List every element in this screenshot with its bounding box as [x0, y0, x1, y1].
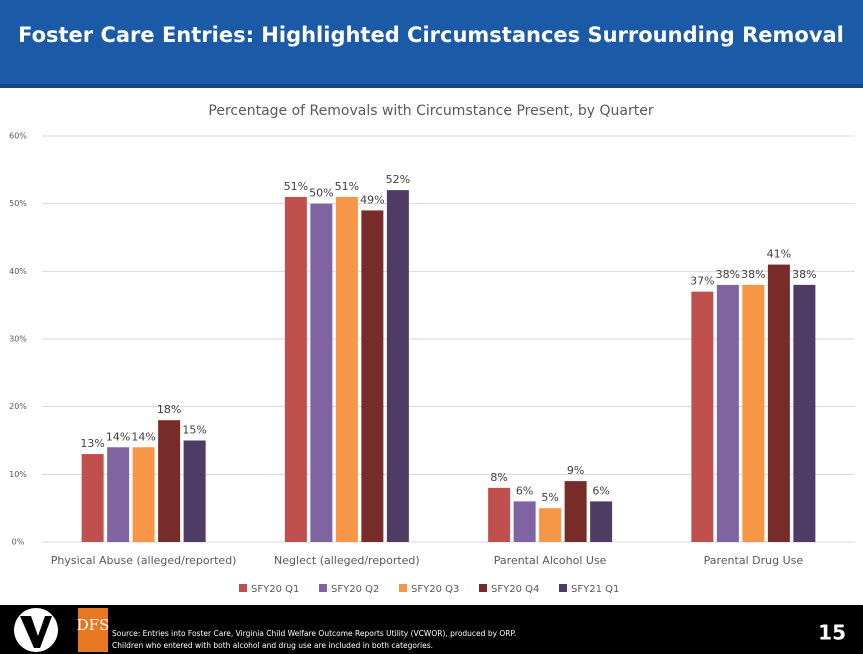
value-label: 13% — [80, 437, 104, 450]
value-label: 50% — [309, 187, 333, 200]
bar — [793, 284, 816, 542]
value-label: 6% — [592, 484, 609, 497]
bar — [564, 481, 587, 542]
bar — [158, 420, 181, 542]
bar — [767, 264, 790, 542]
y-tick-label: 30% — [9, 335, 27, 344]
legend-label: SFY20 Q1 — [251, 584, 299, 595]
y-tick-label: 60% — [9, 132, 27, 141]
legend-label: SFY21 Q1 — [571, 584, 619, 595]
value-label: 14% — [106, 430, 130, 443]
chart-title: Percentage of Removals with Circumstance… — [208, 103, 653, 119]
dfs-logo — [78, 608, 108, 652]
bar — [335, 196, 358, 542]
y-tick-label: 0% — [12, 538, 25, 547]
header-bar — [0, 0, 863, 88]
value-label: 38% — [741, 268, 765, 281]
plot: 0% 10% 20% 30% 40% 50% 60% Physical Abuse (alle… — [9, 132, 855, 595]
bar — [539, 508, 562, 542]
value-label: 49% — [360, 193, 384, 206]
bar — [310, 203, 333, 542]
value-label: 8% — [490, 471, 507, 484]
bar — [488, 487, 511, 542]
value-label: 37% — [690, 275, 714, 288]
bar — [590, 501, 613, 542]
footer-bar — [0, 605, 863, 654]
bar — [513, 501, 536, 542]
bar — [361, 210, 384, 542]
value-label: 9% — [567, 464, 584, 477]
x-tick-label: Parental Drug Use — [704, 554, 804, 567]
page-number: 15 — [818, 621, 846, 645]
value-label: 6% — [516, 484, 533, 497]
legend-swatch — [559, 584, 567, 592]
source-line: Source: Entries into Foster Care, Virgin… — [112, 629, 516, 638]
bar — [386, 190, 409, 542]
value-label: 51% — [335, 180, 359, 193]
legend-swatch — [319, 584, 327, 592]
bar — [81, 454, 104, 542]
y-tick-label: 50% — [9, 199, 27, 208]
value-label: 41% — [767, 248, 791, 261]
legend-label: SFY20 Q4 — [491, 584, 539, 595]
bar — [132, 447, 155, 542]
y-tick-label: 40% — [9, 267, 27, 276]
legend-swatch — [399, 584, 407, 592]
bar — [691, 291, 714, 542]
x-tick-label: Parental Alcohol Use — [494, 554, 607, 567]
value-label: 52% — [386, 173, 410, 186]
source-line: Children who entered with both alcohol a… — [112, 641, 433, 650]
x-tick-label: Physical Abuse (alleged/reported) — [51, 554, 237, 567]
bar — [742, 284, 765, 542]
value-label: 14% — [131, 430, 155, 443]
legend-label: SFY20 Q3 — [411, 584, 459, 595]
value-label: 18% — [157, 403, 181, 416]
value-label: 15% — [182, 424, 206, 437]
legend-swatch — [239, 584, 247, 592]
v-logo-mark — [20, 616, 52, 648]
dfs-logo-text: DFS — [77, 616, 110, 634]
x-tick-label: Neglect (alleged/reported) — [274, 554, 420, 567]
header-edge — [0, 84, 863, 88]
slide-title: Foster Care Entries: Highlighted Circums… — [18, 23, 844, 47]
value-label: 5% — [541, 491, 558, 504]
bar — [107, 447, 130, 542]
bar — [183, 440, 206, 542]
legend-swatch — [479, 584, 487, 592]
y-tick-label: 20% — [9, 402, 27, 411]
value-label: 51% — [284, 180, 308, 193]
legend-label: SFY20 Q2 — [331, 584, 379, 595]
value-label: 38% — [716, 268, 740, 281]
footer-content: DFS Source: Entries into Foster Care, Vi… — [14, 608, 516, 652]
value-label: 38% — [792, 268, 816, 281]
y-tick-label: 10% — [9, 470, 27, 479]
bar — [284, 196, 307, 542]
bar — [716, 284, 739, 542]
